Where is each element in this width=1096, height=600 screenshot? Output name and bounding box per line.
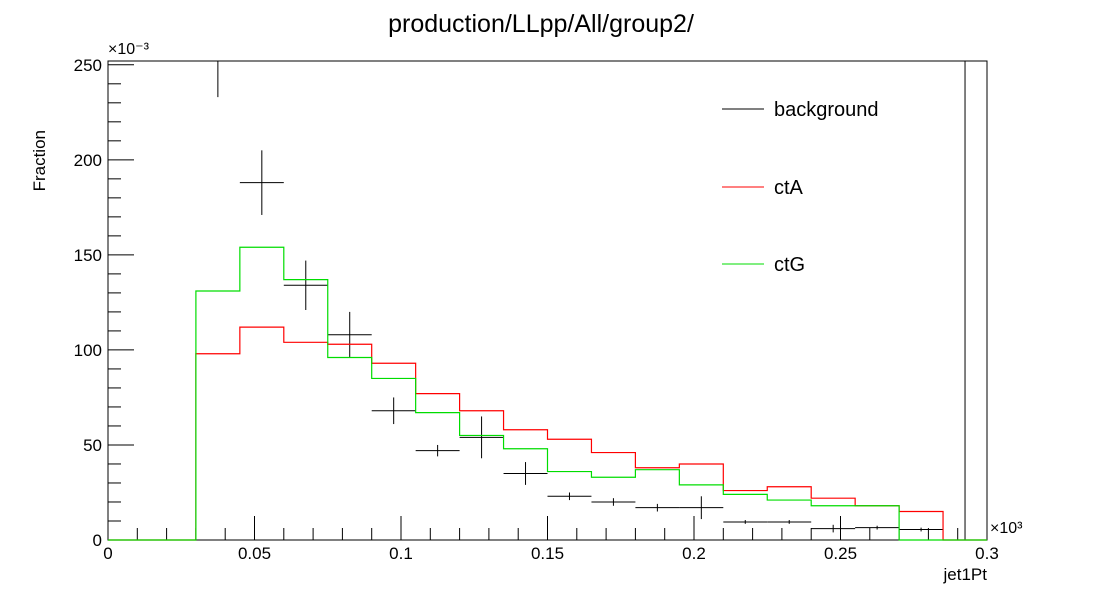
series-background-point <box>459 416 504 459</box>
series-ctG-line <box>108 246 987 541</box>
x-tick-label: 0.1 <box>389 544 413 563</box>
legend-label-ctG: ctG <box>774 254 805 276</box>
x-tick-label: 0.25 <box>824 544 857 563</box>
series-background-point <box>899 527 944 532</box>
series-background-point <box>371 397 416 425</box>
series-background-point <box>327 311 372 358</box>
x-tick-label: 0.2 <box>682 544 706 563</box>
series-background-point <box>503 462 548 485</box>
x-tick-label: 0.3 <box>975 544 999 563</box>
x-axis-label: jet1Pt <box>943 565 988 584</box>
x-tick-label: 0.05 <box>238 544 271 563</box>
series-background-point <box>855 525 900 530</box>
x-axis: 0 0.05 0.1 0.15 0.2 0.25 0.3 <box>103 516 999 563</box>
series-background-point <box>767 520 812 524</box>
y-tick-label: 50 <box>83 436 102 455</box>
legend-label-ctA: ctA <box>774 177 804 199</box>
chart-title: production/LLpp/All/group2/ <box>388 10 694 38</box>
y-tick-label: 200 <box>74 151 102 170</box>
y-tick-label: 250 <box>74 56 102 75</box>
legend-label-background: background <box>774 99 879 121</box>
y-axis: 0 50 100 150 200 250 <box>74 56 134 550</box>
y-axis-multiplier: ×10⁻³ <box>108 41 150 58</box>
series-background-point <box>239 150 284 215</box>
series-background-point <box>415 444 460 457</box>
y-axis-label: Fraction <box>30 130 49 191</box>
series-background-point <box>723 520 768 524</box>
series-layer <box>108 61 987 541</box>
x-tick-label: 0 <box>103 544 112 563</box>
legend: background ctA ctG <box>722 99 879 276</box>
x-tick-label: 0.15 <box>531 544 564 563</box>
series-background-point <box>591 498 636 506</box>
series-ctA-line <box>108 326 987 541</box>
series-background-point <box>547 492 592 501</box>
y-tick-label: 100 <box>74 341 102 360</box>
series-background-point <box>283 260 328 311</box>
y-tick-label: 0 <box>93 531 102 550</box>
x-axis-multiplier: ×10³ <box>990 520 1023 537</box>
series-background-point <box>811 524 856 533</box>
series-background-point <box>679 496 724 520</box>
series-background-point <box>635 503 680 512</box>
y-tick-label: 150 <box>74 246 102 265</box>
